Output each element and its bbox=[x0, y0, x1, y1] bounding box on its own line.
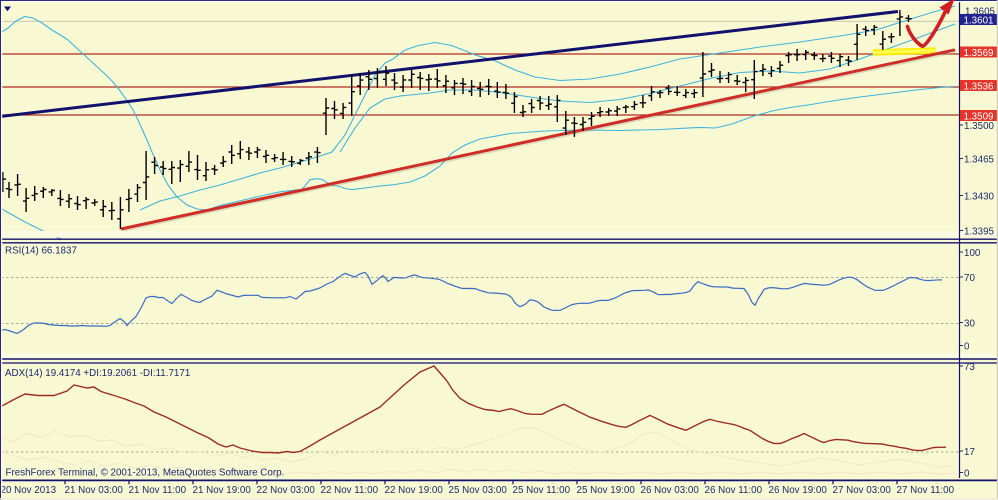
svg-text:27 Nov 03:00: 27 Nov 03:00 bbox=[833, 485, 892, 496]
svg-text:1.3569: 1.3569 bbox=[964, 48, 994, 59]
svg-text:1.3430: 1.3430 bbox=[964, 192, 995, 203]
svg-text:0: 0 bbox=[964, 342, 970, 353]
svg-text:22 Nov 11:00: 22 Nov 11:00 bbox=[321, 485, 379, 496]
svg-text:100: 100 bbox=[964, 248, 981, 259]
svg-text:0: 0 bbox=[964, 469, 970, 480]
svg-text:1.3509: 1.3509 bbox=[964, 112, 994, 123]
svg-text:21 Nov 11:00: 21 Nov 11:00 bbox=[129, 485, 187, 496]
svg-text:25 Nov 19:00: 25 Nov 19:00 bbox=[577, 485, 636, 496]
svg-text:25 Nov 03:00: 25 Nov 03:00 bbox=[449, 485, 508, 496]
svg-text:30: 30 bbox=[964, 319, 975, 330]
svg-text:25 Nov 11:00: 25 Nov 11:00 bbox=[513, 485, 571, 496]
svg-text:1.3605: 1.3605 bbox=[965, 7, 996, 18]
svg-text:FreshForex Terminal, © 2001-20: FreshForex Terminal, © 2001-2013, MetaQu… bbox=[6, 468, 285, 479]
svg-text:70: 70 bbox=[964, 273, 975, 284]
svg-text:22 Nov 19:00: 22 Nov 19:00 bbox=[385, 485, 444, 496]
svg-text:1.3500: 1.3500 bbox=[964, 121, 995, 132]
svg-text:26 Nov 03:00: 26 Nov 03:00 bbox=[641, 485, 700, 496]
svg-text:73: 73 bbox=[964, 362, 975, 373]
svg-text:26 Nov 11:00: 26 Nov 11:00 bbox=[705, 485, 763, 496]
svg-text:1.3395: 1.3395 bbox=[964, 227, 995, 238]
svg-text:1.3465: 1.3465 bbox=[964, 155, 995, 166]
svg-text:1.3536: 1.3536 bbox=[964, 82, 995, 93]
svg-text:27 Nov 11:00: 27 Nov 11:00 bbox=[897, 485, 955, 496]
svg-text:17: 17 bbox=[964, 447, 975, 458]
svg-text:21 Nov 03:00: 21 Nov 03:00 bbox=[65, 485, 124, 496]
svg-text:20 Nov 2013: 20 Nov 2013 bbox=[1, 485, 57, 496]
svg-text:26 Nov 19:00: 26 Nov 19:00 bbox=[769, 485, 828, 496]
svg-text:ADX(14) 19.4174 +DI:19.2061 -D: ADX(14) 19.4174 +DI:19.2061 -DI:11.7171 bbox=[5, 368, 190, 379]
svg-text:21 Nov 19:00: 21 Nov 19:00 bbox=[193, 485, 252, 496]
svg-text:RSI(14) 66.1837: RSI(14) 66.1837 bbox=[5, 246, 77, 257]
svg-text:22 Nov 03:00: 22 Nov 03:00 bbox=[257, 485, 316, 496]
svg-text:1.3601: 1.3601 bbox=[964, 16, 994, 27]
